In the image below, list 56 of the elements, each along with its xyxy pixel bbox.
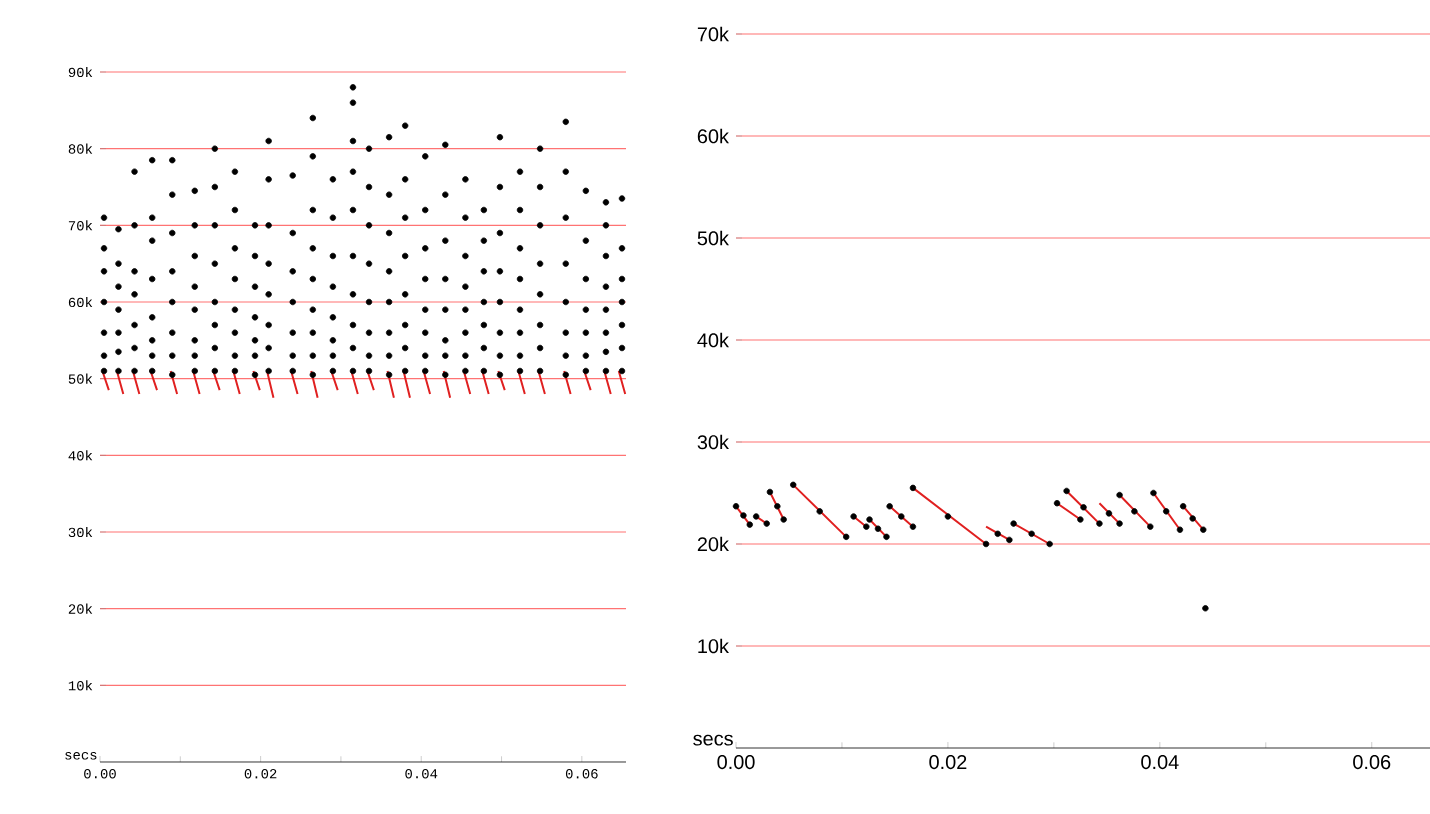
point (740, 512, 747, 519)
point (763, 520, 770, 527)
point (1189, 515, 1196, 522)
point (850, 513, 857, 520)
point (732, 503, 740, 510)
point (746, 521, 753, 528)
x-tick-label: 0.06 (1353, 755, 1391, 770)
x-tick-label: 0.04 (1141, 755, 1179, 770)
point (1147, 523, 1154, 530)
point (1063, 487, 1070, 495)
y-tick-label: 70k (697, 26, 729, 42)
point (1116, 491, 1123, 499)
point (863, 523, 870, 530)
point (1176, 526, 1184, 533)
point (909, 484, 917, 492)
point (982, 540, 990, 548)
point (909, 523, 917, 530)
y-tick-label: 40k (697, 332, 729, 348)
point (790, 481, 797, 489)
point (1150, 489, 1157, 497)
y-tick-label: 60k (697, 128, 729, 144)
point (1077, 516, 1084, 523)
y-tick-label: 30k (697, 434, 729, 450)
point (1202, 605, 1209, 612)
point (883, 533, 890, 541)
point (1105, 510, 1113, 517)
point (816, 508, 823, 515)
point (898, 513, 905, 520)
point (752, 513, 760, 520)
point (886, 503, 893, 510)
x-tick-label: 0.00 (717, 755, 755, 770)
point (1053, 500, 1061, 507)
point (1096, 520, 1103, 527)
point (866, 516, 873, 523)
y-tick-label: 10k (698, 638, 729, 654)
point (1179, 503, 1187, 510)
point (874, 525, 882, 532)
point (1080, 504, 1087, 511)
point (1010, 520, 1017, 527)
point (774, 503, 781, 510)
point (766, 488, 774, 496)
y-tick-label: 50k (697, 230, 729, 246)
x-axis-title: secs (693, 734, 733, 746)
point (1200, 526, 1207, 533)
point (1163, 508, 1170, 515)
point (843, 533, 850, 541)
point (1116, 520, 1123, 527)
point (780, 516, 787, 523)
x-tick-label: 0.02 (929, 755, 967, 770)
point (1131, 508, 1138, 515)
y-tick-label: 20k (697, 536, 729, 552)
point (1028, 530, 1035, 537)
point (994, 530, 1001, 537)
point (1046, 540, 1053, 548)
point (1006, 536, 1013, 544)
point (944, 513, 952, 520)
